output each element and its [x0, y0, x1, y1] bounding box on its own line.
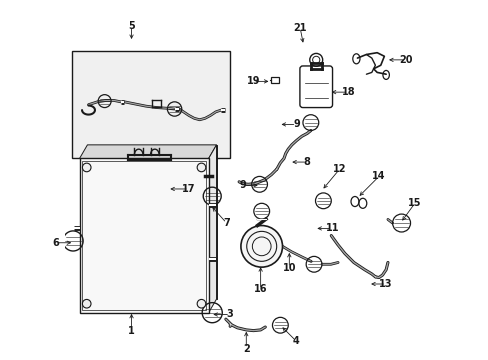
Text: 7: 7	[223, 218, 229, 228]
Text: 6: 6	[53, 238, 60, 248]
Text: 19: 19	[246, 76, 260, 86]
Text: 8: 8	[303, 157, 310, 167]
Text: 3: 3	[226, 310, 233, 319]
Bar	[82, 161, 205, 310]
Polygon shape	[80, 145, 216, 158]
Polygon shape	[208, 145, 216, 313]
Text: 11: 11	[325, 224, 338, 233]
Text: 15: 15	[407, 198, 421, 208]
Text: 10: 10	[282, 263, 295, 273]
Bar	[80, 158, 208, 313]
Text: 16: 16	[253, 284, 267, 294]
Text: 17: 17	[182, 184, 195, 194]
Text: 12: 12	[332, 164, 346, 174]
Text: 21: 21	[293, 23, 306, 33]
Text: 13: 13	[379, 279, 392, 289]
Text: 9: 9	[239, 180, 245, 190]
Text: 4: 4	[292, 336, 299, 346]
Text: 5: 5	[128, 21, 135, 31]
Bar	[271, 77, 279, 83]
Circle shape	[197, 300, 205, 308]
Circle shape	[82, 163, 91, 172]
Bar	[72, 51, 230, 158]
Text: 2: 2	[243, 343, 249, 354]
Circle shape	[241, 226, 282, 267]
Text: 9: 9	[292, 120, 299, 129]
Text: 20: 20	[398, 55, 412, 65]
Text: 14: 14	[371, 171, 385, 181]
Circle shape	[197, 163, 205, 172]
Text: 18: 18	[341, 87, 355, 97]
Text: 1: 1	[128, 325, 135, 336]
Circle shape	[82, 300, 91, 308]
